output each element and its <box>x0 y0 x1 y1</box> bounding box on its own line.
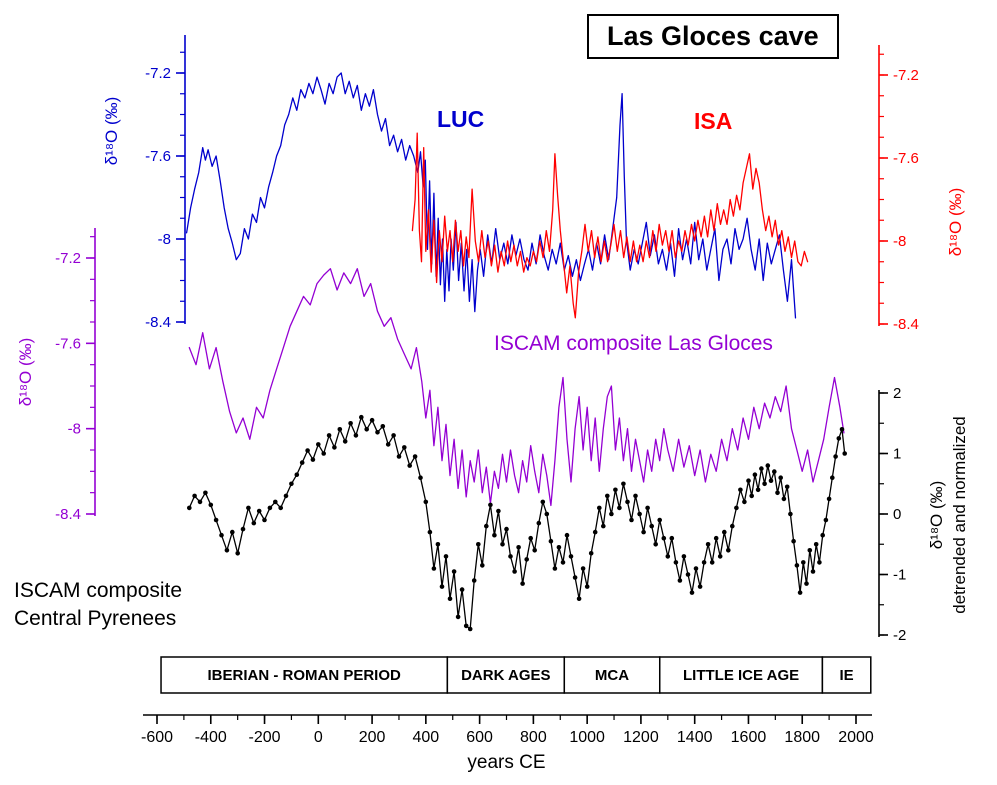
svg-text:-8.4: -8.4 <box>893 316 919 333</box>
svg-text:0: 0 <box>314 729 323 746</box>
y-axis-label-purple: δ¹⁸O (‰) <box>16 337 35 407</box>
y-axis-label-red: δ¹⁸O (‰) <box>946 187 965 257</box>
svg-text:-2: -2 <box>893 627 906 644</box>
svg-text:2: 2 <box>893 385 901 402</box>
chart-title: Las Gloces cave <box>587 14 839 59</box>
series-label-iscam-cp-line2: Central Pyrenees <box>14 607 177 631</box>
series-label-isa: ISA <box>694 108 733 134</box>
svg-text:-7.6: -7.6 <box>55 335 81 352</box>
x-axis-label: years CE <box>467 752 546 773</box>
period-box <box>446 656 566 694</box>
svg-text:1600: 1600 <box>731 729 767 746</box>
svg-text:1: 1 <box>893 446 901 463</box>
svg-text:-8.4: -8.4 <box>55 506 81 523</box>
series-label-luc: LUC <box>437 106 485 132</box>
svg-text:IE: IE <box>839 667 853 684</box>
x-axis: -600 -400 -200 0 200 400 600 800 1000 1200 1400 160… <box>141 714 874 746</box>
svg-text:MCA: MCA <box>595 667 629 684</box>
svg-text:-7.6: -7.6 <box>893 150 919 167</box>
y-axis-label-black: δ¹⁸O (‰) detrended and normalized <box>926 416 972 614</box>
svg-text:0: 0 <box>893 506 901 523</box>
svg-text:DARK AGES: DARK AGES <box>461 667 550 684</box>
svg-text:-8.4: -8.4 <box>145 314 171 331</box>
svg-text:1400: 1400 <box>677 729 713 746</box>
svg-text:1800: 1800 <box>784 729 820 746</box>
series-iscam-lg <box>188 268 845 507</box>
period-box <box>821 656 872 694</box>
y-axis-label-black-line2: detrended and normalized <box>950 416 969 614</box>
svg-text:-7.2: -7.2 <box>145 65 171 82</box>
y-axis-label-blue: δ¹⁸O (‰) <box>102 96 121 166</box>
axis-black: 2 1 0 -1 -2 <box>878 385 906 644</box>
period-boxes: IBERIAN - ROMAN PERIOD DARK AGES MCA LITTLE… <box>160 656 872 694</box>
period-box <box>658 656 824 694</box>
svg-text:IBERIAN - ROMAN PERIOD: IBERIAN - ROMAN PERIOD <box>208 667 402 684</box>
svg-text:LITTLE ICE AGE: LITTLE ICE AGE <box>683 667 799 684</box>
svg-text:-7.6: -7.6 <box>145 148 171 165</box>
svg-text:200: 200 <box>359 729 386 746</box>
svg-text:-600: -600 <box>141 729 173 746</box>
axis-blue: -7.2 -7.6 -8 -8.4 <box>145 35 186 331</box>
svg-text:-8: -8 <box>158 231 171 248</box>
period-box <box>563 656 661 694</box>
axis-purple: -7.2 -7.6 -8 -8.4 <box>55 228 96 523</box>
svg-text:800: 800 <box>520 729 547 746</box>
svg-text:600: 600 <box>466 729 493 746</box>
svg-text:-400: -400 <box>195 729 227 746</box>
series-label-iscam-central-pyrenees: ISCAM composite Central Pyrenees <box>14 577 182 634</box>
svg-text:-7.2: -7.2 <box>55 250 81 267</box>
svg-text:400: 400 <box>412 729 439 746</box>
series-isa <box>411 132 809 319</box>
axis-red: -7.2 -7.6 -8 -8.4 <box>878 45 919 333</box>
series-luc <box>185 72 797 319</box>
svg-text:-1: -1 <box>893 567 906 584</box>
svg-text:-200: -200 <box>249 729 281 746</box>
svg-text:-8: -8 <box>68 421 81 438</box>
svg-text:-7.2: -7.2 <box>893 67 919 84</box>
svg-text:1000: 1000 <box>569 729 605 746</box>
svg-text:2000: 2000 <box>838 729 874 746</box>
series-label-iscam-las-gloces: ISCAM composite Las Gloces <box>494 332 773 355</box>
period-box <box>160 656 449 694</box>
series-label-iscam-cp-line1: ISCAM composite <box>14 579 183 602</box>
svg-text:-8: -8 <box>893 233 906 250</box>
y-axis-label-black-line1: δ¹⁸O (‰) <box>927 480 947 550</box>
series-iscam-cp <box>187 414 847 632</box>
svg-text:1200: 1200 <box>623 729 659 746</box>
